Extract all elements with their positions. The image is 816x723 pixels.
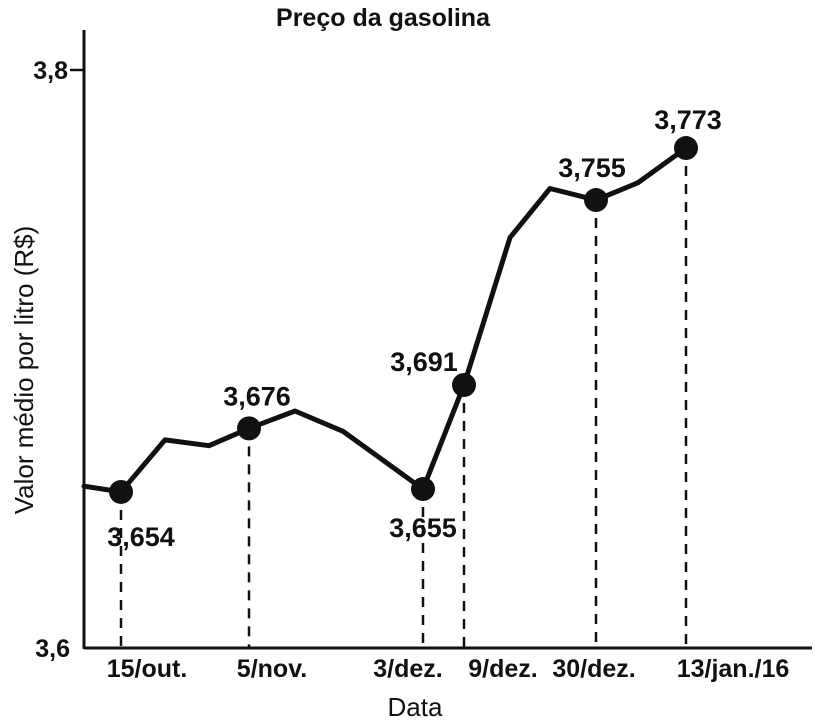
x-tick-label: 13/jan./16 <box>677 655 790 683</box>
x-tick-label: 3/dez. <box>373 655 442 683</box>
data-label: 3,676 <box>223 381 291 411</box>
y-tick-label-bottom: 3,6 <box>35 635 70 663</box>
data-labels: 3,654 3,676 3,655 3,691 3,755 3,773 <box>107 105 722 552</box>
data-point <box>584 188 608 213</box>
data-points <box>109 136 698 504</box>
x-axis-label: Data <box>388 692 443 722</box>
chart-title: Preço da gasolina <box>276 4 491 32</box>
data-label: 3,691 <box>390 347 458 377</box>
data-label: 3,773 <box>654 105 722 135</box>
x-tick-label: 15/out. <box>107 655 188 683</box>
data-point <box>109 479 133 504</box>
x-tick-label: 30/dez. <box>552 655 635 683</box>
data-label: 3,755 <box>558 153 626 183</box>
data-point <box>674 136 698 161</box>
data-point <box>411 477 435 502</box>
y-axis-label: Valor médio por litro (R$) <box>9 226 39 515</box>
data-point <box>452 373 476 398</box>
x-tick-label: 9/dez. <box>468 655 537 683</box>
guide-lines <box>119 148 688 648</box>
data-label: 3,654 <box>107 522 175 552</box>
y-tick-label-top: 3,8 <box>33 57 68 85</box>
x-tick-labels: 15/out. 5/nov. 3/dez. 9/dez. 30/dez. 13/jan./… <box>107 655 790 683</box>
data-point <box>237 416 261 441</box>
data-label: 3,655 <box>389 513 457 543</box>
x-tick-label: 5/nov. <box>237 655 307 683</box>
